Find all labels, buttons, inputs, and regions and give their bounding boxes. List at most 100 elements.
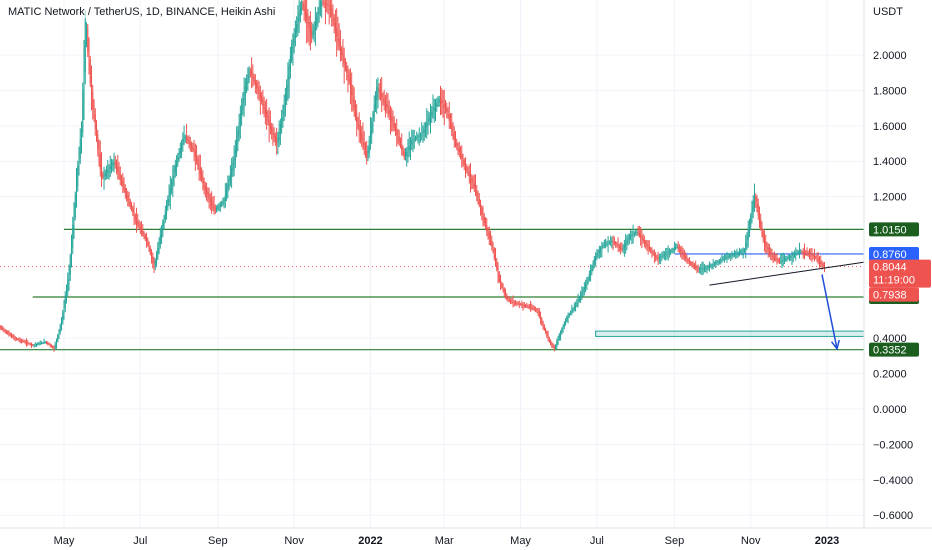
candle-body	[206, 189, 208, 194]
countdown-tag: 11:19:00	[873, 275, 915, 287]
candle-body	[808, 253, 810, 255]
candle-body	[226, 189, 228, 198]
candle-body	[213, 206, 215, 211]
candle-body	[303, 4, 305, 11]
candle-body	[766, 245, 768, 249]
candle-body	[254, 80, 256, 85]
candle-body	[38, 343, 40, 345]
candle-body	[528, 306, 530, 308]
candle-body	[548, 337, 550, 342]
candle-body	[202, 176, 204, 184]
candle-body	[267, 115, 269, 122]
candle-body	[45, 341, 47, 343]
candle-body	[491, 240, 493, 247]
candle-body	[763, 236, 765, 245]
candle-body	[456, 141, 458, 147]
candle-body	[527, 306, 529, 308]
candle-body	[426, 123, 428, 128]
candle-body	[289, 55, 291, 71]
y-tick-label: 1.8000	[873, 85, 907, 97]
candle-body	[663, 254, 665, 256]
support-zone	[595, 330, 865, 337]
candle-body	[665, 253, 667, 255]
candle-body	[86, 35, 88, 38]
candle-body	[512, 301, 514, 303]
candle-body	[560, 331, 562, 337]
candle-body	[258, 89, 260, 94]
candle-body	[626, 240, 628, 244]
horizontal-levels	[0, 228, 864, 351]
candle-body	[450, 118, 452, 126]
candle-body	[8, 333, 10, 335]
candle-body	[284, 94, 286, 108]
candle-body	[269, 123, 271, 129]
candle-body	[787, 257, 789, 259]
candle-body	[10, 334, 12, 337]
candle-body	[756, 196, 758, 209]
candle-body	[28, 343, 30, 345]
candle-body	[278, 130, 280, 141]
candle-body	[640, 234, 642, 238]
candle-body	[57, 334, 59, 342]
candle-body	[374, 95, 376, 109]
candle-body	[612, 241, 614, 243]
candle-body	[505, 291, 507, 297]
candle-body	[196, 154, 198, 162]
candle-body	[34, 344, 36, 346]
candle-body	[623, 244, 625, 249]
candle-body	[103, 175, 105, 179]
candle-body	[480, 203, 482, 210]
candle-body	[173, 170, 175, 179]
candle-body	[670, 250, 672, 252]
candle-body	[397, 132, 399, 139]
candle-body	[533, 308, 535, 310]
candle-body	[343, 57, 345, 64]
candle-body	[556, 341, 558, 348]
candle-body	[822, 264, 824, 267]
candle-body	[334, 23, 336, 31]
candle-body	[23, 341, 25, 343]
candle-body	[129, 201, 131, 207]
candle-body	[321, 2, 323, 5]
x-tick-label: 2022	[358, 535, 382, 547]
candle-body	[116, 162, 118, 169]
candle-body	[737, 252, 739, 254]
candle-body	[453, 132, 455, 140]
candle-body	[266, 111, 268, 118]
time-axis[interactable]: May Jul Sep Nov 2022 Mar May Jul Sep Nov 2023	[54, 535, 840, 547]
candle-body	[218, 205, 220, 208]
candle-body	[501, 283, 503, 288]
candle-body	[668, 251, 670, 253]
x-tick-label: Jul	[590, 535, 604, 547]
candle-body	[128, 198, 130, 204]
price-axis[interactable]: 2.0000 1.8000 1.6000 1.4000 1.2000 0.4000 0.20…	[873, 50, 913, 522]
candle-body	[156, 254, 158, 265]
candle-body	[164, 210, 166, 220]
candle-body	[39, 343, 41, 345]
candle-body	[386, 104, 388, 109]
candle-body	[373, 104, 375, 118]
candle-body	[359, 128, 361, 136]
candle-body	[651, 250, 653, 253]
candle-body	[467, 169, 469, 174]
candle-body	[582, 289, 584, 294]
candle-body	[637, 232, 639, 234]
candle-body	[151, 251, 153, 259]
candle-body	[32, 344, 34, 346]
candle-body	[316, 17, 318, 25]
candle-body	[428, 117, 430, 122]
candle-body	[5, 331, 7, 333]
candle-body	[602, 245, 604, 248]
candle-body	[29, 343, 31, 345]
candle-body	[344, 61, 346, 69]
candle-body	[587, 277, 589, 283]
candle-body	[281, 117, 283, 128]
candle-body	[757, 204, 759, 216]
candle-body	[802, 251, 804, 253]
candle-body	[108, 168, 110, 171]
candle-body	[123, 184, 125, 190]
candle-body	[30, 344, 32, 346]
candle-body	[743, 249, 745, 251]
candle-body	[244, 86, 246, 96]
